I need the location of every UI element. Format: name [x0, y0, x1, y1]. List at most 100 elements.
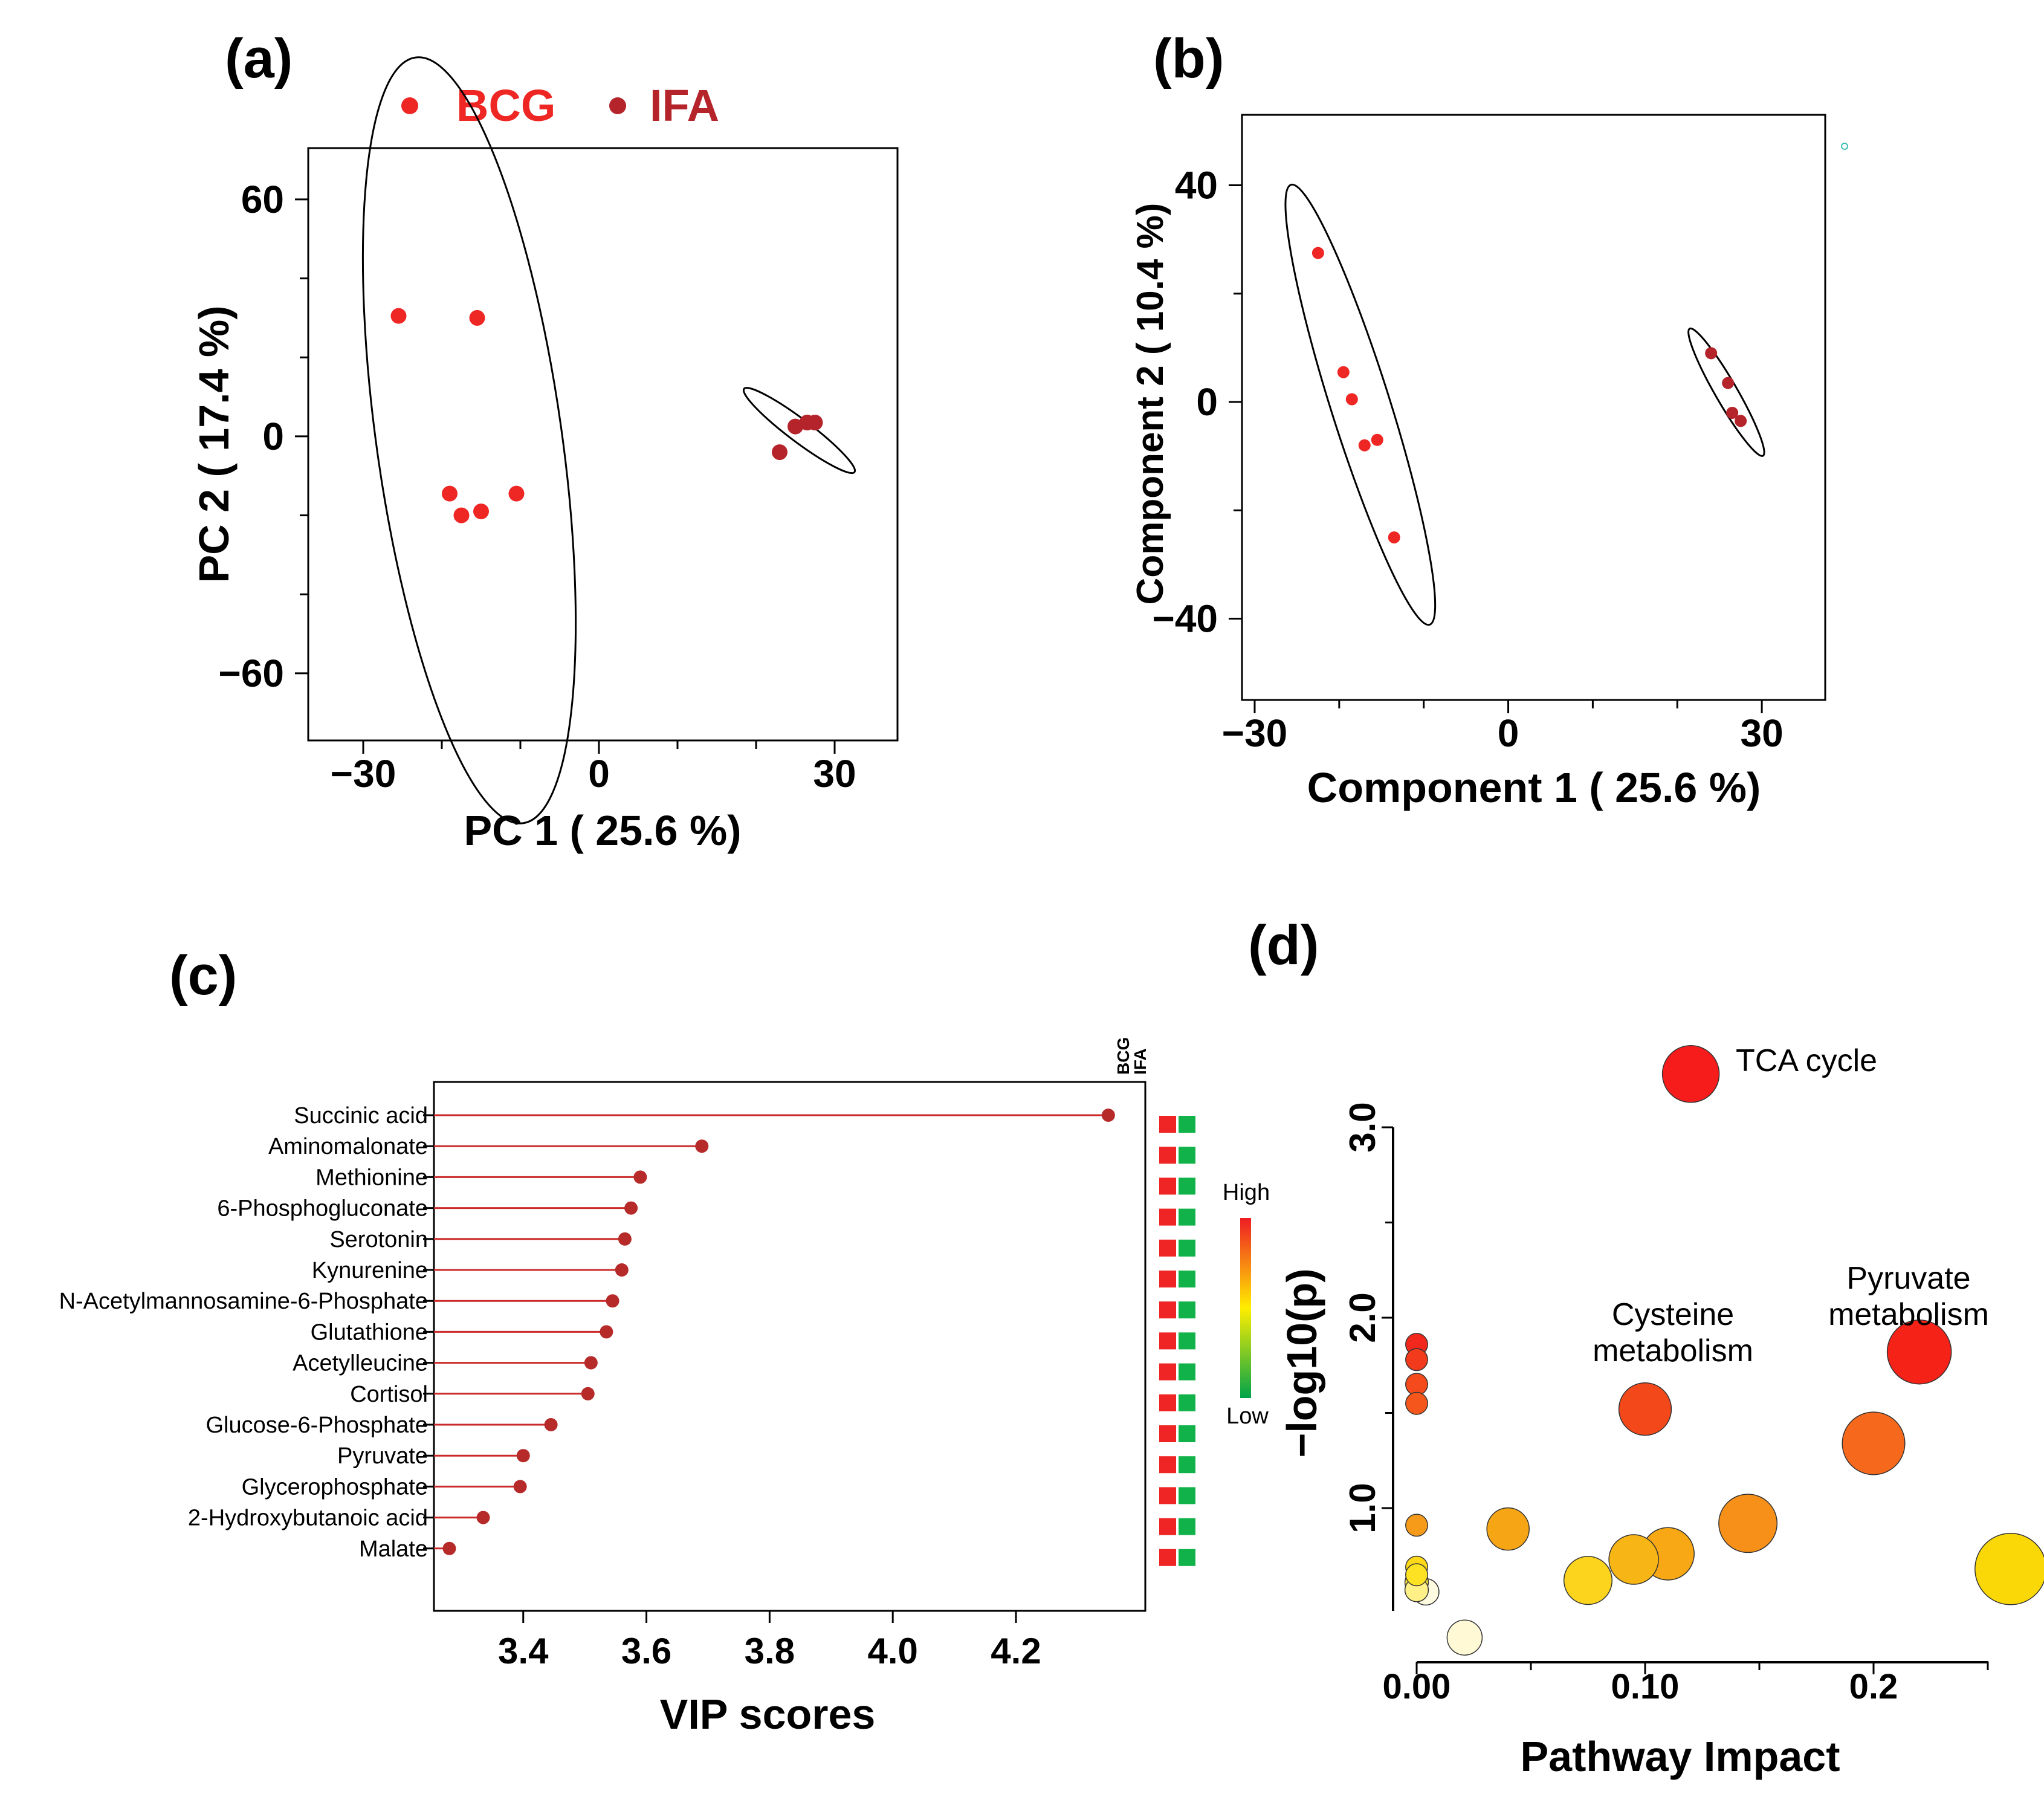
- panel-c-colorbar-gradient: [1240, 1218, 1251, 1398]
- confidence-ellipse-1: [1687, 327, 1765, 457]
- group-box-ifa: [1179, 1425, 1195, 1442]
- panel-b-label: (b): [1153, 28, 1224, 89]
- annotation-pyruvate-line1: Pyruvate: [1846, 1261, 1970, 1296]
- group-box-ifa: [1179, 1456, 1195, 1474]
- group-box-ifa: [1179, 1116, 1195, 1133]
- point-bcg: [442, 485, 458, 502]
- group-box-ifa: [1179, 1549, 1195, 1566]
- lollipop-point: [581, 1387, 595, 1401]
- panel-c-colorbar-high: High: [1223, 1180, 1270, 1205]
- bubble: [1486, 1507, 1530, 1551]
- lollipop-point: [584, 1356, 598, 1370]
- panel-d-pathway: (d) 1.0 2.0 3.0 0.00 0.10 0.2 TCA cycle Cyste…: [1248, 915, 2044, 1780]
- panel-b-ylabel: Component 2 ( 10.4 %): [1130, 203, 1171, 605]
- point-bcg: [1345, 393, 1358, 406]
- panel-b-points: [1311, 247, 1747, 544]
- metabolite-label: Glycerophosphate: [242, 1474, 428, 1500]
- point-ifa: [772, 444, 788, 461]
- group-box-bcg: [1159, 1425, 1176, 1442]
- group-box-bcg: [1159, 1394, 1176, 1411]
- bubble-cysteine-metabolism: [1618, 1382, 1672, 1436]
- point-bcg: [390, 308, 407, 324]
- panel-d-bubbles: [1404, 1045, 2044, 1656]
- panel-a-label: (a): [225, 28, 293, 89]
- metabolite-label: 2-Hydroxybutanoic acid: [188, 1506, 428, 1531]
- panel-a-points: [390, 308, 823, 523]
- x-tick-label: 4.2: [991, 1631, 1041, 1671]
- y-tick-label: 2.0: [1342, 1292, 1383, 1342]
- point-bcg: [453, 507, 470, 523]
- panel-d-label: (d): [1248, 915, 1319, 976]
- lollipop-point: [513, 1480, 527, 1494]
- bubble: [1405, 1391, 1428, 1415]
- annotation-tca-cycle: TCA cycle: [1736, 1043, 1877, 1078]
- panel-b-axes: −30 0 30 40 0 −40: [1152, 164, 1783, 755]
- panel-b-xlabel: Component 1 ( 25.6 %): [1307, 764, 1761, 811]
- x-tick-label: −30: [331, 752, 396, 795]
- bubble-tca-cycle: [1661, 1045, 1720, 1103]
- group-box-bcg: [1159, 1487, 1176, 1504]
- panel-c-colorbar: High Low: [1223, 1180, 1270, 1429]
- lollipop-point: [606, 1294, 619, 1308]
- panel-c-xlabel: VIP scores: [660, 1691, 876, 1738]
- metabolite-label: N-Acetylmannosamine-6-Phosphate: [59, 1289, 428, 1314]
- y-tick-label: 0: [262, 415, 284, 458]
- bubble: [1974, 1533, 2044, 1605]
- y-tick-label: 1.0: [1342, 1483, 1383, 1533]
- point-bcg: [469, 309, 485, 326]
- lollipop-point: [695, 1139, 709, 1153]
- lollipop-point: [476, 1511, 490, 1524]
- lollipop-point: [544, 1418, 558, 1431]
- metabolite-label: Acetylleucine: [293, 1351, 428, 1376]
- lollipop-point: [442, 1541, 456, 1555]
- group-box-bcg: [1159, 1456, 1176, 1474]
- point-ifa: [1726, 406, 1739, 419]
- group-box-ifa: [1179, 1147, 1195, 1164]
- panel-c-colorbar-low: Low: [1226, 1404, 1269, 1429]
- panel-c-lollipops: [434, 1109, 1115, 1555]
- group-box-bcg: [1159, 1549, 1176, 1566]
- point-bcg: [508, 485, 525, 502]
- group-box-ifa: [1179, 1271, 1195, 1287]
- x-tick-label: 4.0: [867, 1631, 917, 1671]
- metabolite-label: Methionine: [315, 1165, 428, 1190]
- lollipop-point: [1101, 1109, 1115, 1122]
- annotation-pyruvate-line2: metabolism: [1828, 1297, 1989, 1332]
- panel-c-label: (c): [169, 945, 237, 1006]
- group-box-bcg: [1159, 1271, 1176, 1287]
- point-bcg: [1358, 439, 1371, 452]
- lollipop-point: [600, 1325, 613, 1339]
- metabolite-label: Glucose-6-Phosphate: [205, 1413, 428, 1438]
- x-tick-label: 0: [1498, 711, 1519, 755]
- bubble-pyruvate-metabolism: [1886, 1319, 1952, 1385]
- metabolite-label: Kynurenine: [312, 1258, 428, 1283]
- group-box-ifa: [1179, 1332, 1195, 1350]
- bubble: [1563, 1556, 1613, 1605]
- point-ifa: [1735, 415, 1747, 427]
- panel-d-xlabel: Pathway Impact: [1520, 1733, 1840, 1780]
- confidence-ellipse-0: [361, 56, 577, 824]
- panel-c-group-ifa-header: IFA: [1131, 1048, 1150, 1075]
- confidence-ellipse-0: [1284, 183, 1437, 626]
- metabolite-label: Cortisol: [350, 1382, 428, 1407]
- metabolite-label: Glutathione: [311, 1320, 428, 1345]
- bubble: [1718, 1494, 1778, 1553]
- panel-b-stray-marker: [1841, 143, 1848, 150]
- lollipop-point: [618, 1232, 632, 1246]
- panel-d-axes: 1.0 2.0 3.0 0.00 0.10 0.2: [1342, 1102, 1989, 1706]
- x-tick-label: 0: [588, 752, 610, 795]
- group-box-ifa: [1179, 1208, 1195, 1226]
- panel-c-group-boxes: [1159, 1116, 1195, 1566]
- point-ifa: [807, 415, 823, 431]
- metabolite-label: Aminomalonate: [268, 1134, 428, 1159]
- group-box-ifa: [1179, 1394, 1195, 1411]
- panel-a-axes: −30 0 30 60 0 −60: [218, 178, 856, 795]
- y-tick-label: 3.0: [1342, 1102, 1383, 1152]
- group-box-bcg: [1159, 1518, 1176, 1535]
- panel-a-ellipses: [361, 56, 856, 824]
- panel-d-ylabel: −log10(p): [1278, 1268, 1325, 1457]
- y-tick-label: 40: [1175, 164, 1218, 207]
- group-box-bcg: [1159, 1301, 1176, 1319]
- point-bcg: [1311, 247, 1324, 259]
